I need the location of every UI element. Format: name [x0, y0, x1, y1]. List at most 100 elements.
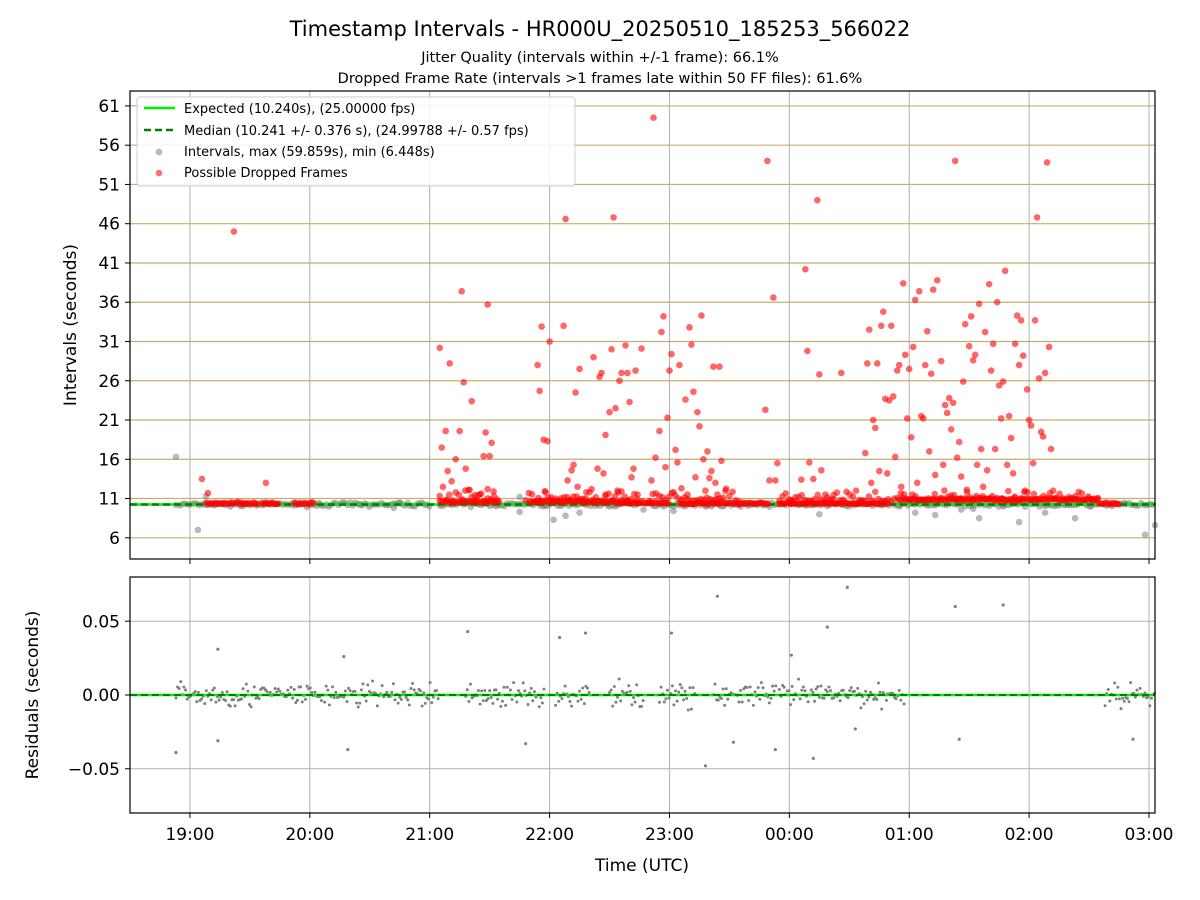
residual-point — [825, 625, 829, 629]
residual-point — [342, 655, 346, 659]
residual-point — [675, 699, 679, 703]
legend-frame — [136, 96, 576, 187]
dropped-frame-point — [969, 357, 977, 364]
dropped-frame-point — [458, 496, 466, 503]
residuals-y-tick-label: 0.05 — [82, 612, 120, 632]
residual-point — [540, 701, 544, 705]
residual-point — [241, 687, 245, 691]
dropped-frame-point — [979, 483, 987, 491]
legend-intervals-marker — [155, 148, 163, 156]
interval-point — [816, 510, 823, 518]
residual-point — [526, 702, 530, 706]
intervals-y-tick-label: 6 — [109, 529, 120, 549]
dropped-frame-point — [484, 301, 491, 308]
residual-point — [608, 690, 612, 694]
dropped-frame-point — [722, 487, 729, 494]
dropped-frame-point — [618, 369, 625, 377]
residual-point — [582, 702, 586, 706]
dropped-frame-point — [690, 388, 697, 396]
dropped-frame-point — [937, 357, 945, 365]
residual-point — [881, 691, 885, 695]
residual-point — [398, 695, 402, 699]
dropped-frame-point — [678, 485, 685, 492]
residual-point — [347, 686, 351, 690]
residual-point — [327, 703, 331, 707]
residual-point — [196, 690, 200, 694]
residual-point — [174, 696, 178, 700]
residual-point — [412, 688, 416, 692]
residual-point — [868, 690, 872, 694]
residual-point — [515, 700, 519, 704]
residual-point — [184, 688, 188, 692]
dropped-frame-point — [939, 461, 947, 469]
dropped-frame-point — [672, 446, 679, 454]
residual-point — [846, 696, 850, 700]
dropped-frame-point — [560, 322, 567, 330]
residual-point — [225, 690, 229, 694]
dropped-frame-point — [628, 474, 635, 481]
dropped-frame-point — [436, 344, 443, 352]
dropped-frame-point — [1023, 386, 1031, 393]
residual-point — [532, 690, 536, 694]
residual-point — [331, 685, 335, 689]
dropped-frame-point — [899, 280, 907, 287]
residual-point — [1103, 704, 1107, 708]
residual-point — [427, 697, 431, 701]
dropped-frame-point — [770, 294, 777, 301]
residual-point — [1131, 737, 1135, 741]
dropped-frame-point — [608, 346, 615, 353]
residual-point — [420, 704, 424, 708]
dropped-frame-point — [804, 347, 811, 355]
dropped-frame-point — [638, 345, 645, 352]
dropped-frame-point — [1033, 214, 1041, 221]
dropped-frame-point — [900, 491, 908, 498]
dropped-frame-point — [762, 406, 769, 414]
residual-point — [345, 700, 349, 704]
dropped-frame-point — [830, 496, 837, 503]
dropped-frame-point — [905, 365, 913, 373]
dropped-frame-point — [810, 475, 817, 483]
dropped-frame-point — [448, 477, 455, 485]
residual-point — [789, 703, 793, 707]
dropped-frame-point — [1029, 459, 1037, 467]
residual-point — [468, 682, 472, 686]
dropped-frame-point — [871, 488, 879, 496]
residual-point — [278, 689, 282, 693]
dropped-frame-point — [468, 397, 475, 405]
residuals-x-tick-label: 22:00 — [525, 825, 574, 845]
dropped-frame-point — [442, 496, 450, 504]
residual-point — [214, 700, 218, 704]
dropped-frame-point — [484, 485, 491, 493]
residual-point — [1129, 681, 1133, 685]
residual-point — [630, 703, 634, 707]
dropped-frame-point — [632, 367, 639, 374]
residual-point — [529, 686, 533, 690]
dropped-frame-point — [909, 343, 917, 351]
dropped-frame-point — [660, 313, 667, 320]
intervals-y-tick-label: 26 — [98, 372, 120, 392]
intervals-series — [130, 114, 1159, 538]
dropped-frame-point — [975, 300, 983, 308]
residual-point — [224, 699, 228, 703]
residual-point — [294, 701, 298, 705]
residual-point — [659, 685, 663, 689]
residuals-x-axis-label: Time (UTC) — [594, 856, 689, 876]
dropped-frame-point — [700, 455, 707, 463]
residual-point — [758, 697, 762, 701]
residual-point — [1116, 685, 1120, 689]
residual-point — [393, 698, 397, 702]
residual-point — [800, 688, 804, 692]
dropped-frame-point — [802, 265, 809, 273]
dropped-frame-point — [706, 474, 713, 482]
residual-point — [247, 703, 251, 707]
residual-point — [864, 689, 868, 693]
dropped-frame-point — [482, 429, 489, 436]
residual-point — [332, 696, 336, 700]
dropped-frame-point — [626, 398, 633, 406]
dropped-frame-point — [987, 367, 995, 374]
residual-point — [313, 690, 317, 694]
dropped-frame-point — [941, 401, 949, 409]
dropped-frame-point — [1115, 500, 1123, 508]
dropped-frame-point — [662, 463, 669, 471]
residual-point — [664, 697, 668, 701]
